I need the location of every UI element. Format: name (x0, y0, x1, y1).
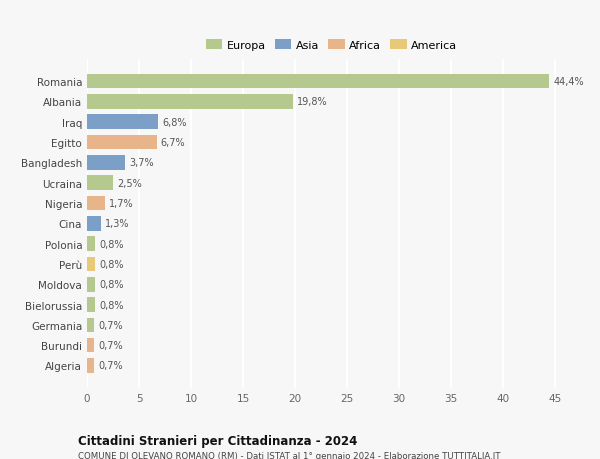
Text: 0,7%: 0,7% (98, 320, 123, 330)
Text: 3,7%: 3,7% (130, 158, 154, 168)
Text: 2,5%: 2,5% (117, 178, 142, 188)
Text: 0,8%: 0,8% (100, 300, 124, 310)
Bar (87, 257, 95, 272)
Text: 1,7%: 1,7% (109, 198, 133, 208)
Text: 0,8%: 0,8% (100, 259, 124, 269)
Bar (87, 338, 94, 353)
Text: 0,8%: 0,8% (100, 280, 124, 290)
Bar (87, 297, 95, 312)
Text: 44,4%: 44,4% (553, 77, 584, 87)
Text: 1,3%: 1,3% (104, 219, 129, 229)
Bar (87, 156, 125, 170)
Legend: Europa, Asia, Africa, America: Europa, Asia, Africa, America (206, 40, 457, 51)
Text: 6,7%: 6,7% (161, 138, 185, 148)
Text: 0,8%: 0,8% (100, 239, 124, 249)
Bar (87, 237, 95, 252)
Text: 19,8%: 19,8% (297, 97, 328, 107)
Bar (87, 358, 94, 373)
Bar (87, 318, 94, 332)
Text: 0,7%: 0,7% (98, 341, 123, 350)
Text: COMUNE DI OLEVANO ROMANO (RM) - Dati ISTAT al 1° gennaio 2024 - Elaborazione TUT: COMUNE DI OLEVANO ROMANO (RM) - Dati IST… (78, 451, 500, 459)
Bar (87, 115, 158, 130)
Bar (87, 277, 95, 292)
Text: 0,7%: 0,7% (98, 361, 123, 370)
Bar (87, 75, 549, 89)
Bar (87, 217, 101, 231)
Text: Cittadini Stranieri per Cittadinanza - 2024: Cittadini Stranieri per Cittadinanza - 2… (78, 434, 358, 447)
Text: 6,8%: 6,8% (162, 118, 187, 128)
Bar (87, 135, 157, 150)
Bar (87, 176, 113, 190)
Bar (87, 95, 293, 109)
Bar (87, 196, 104, 211)
